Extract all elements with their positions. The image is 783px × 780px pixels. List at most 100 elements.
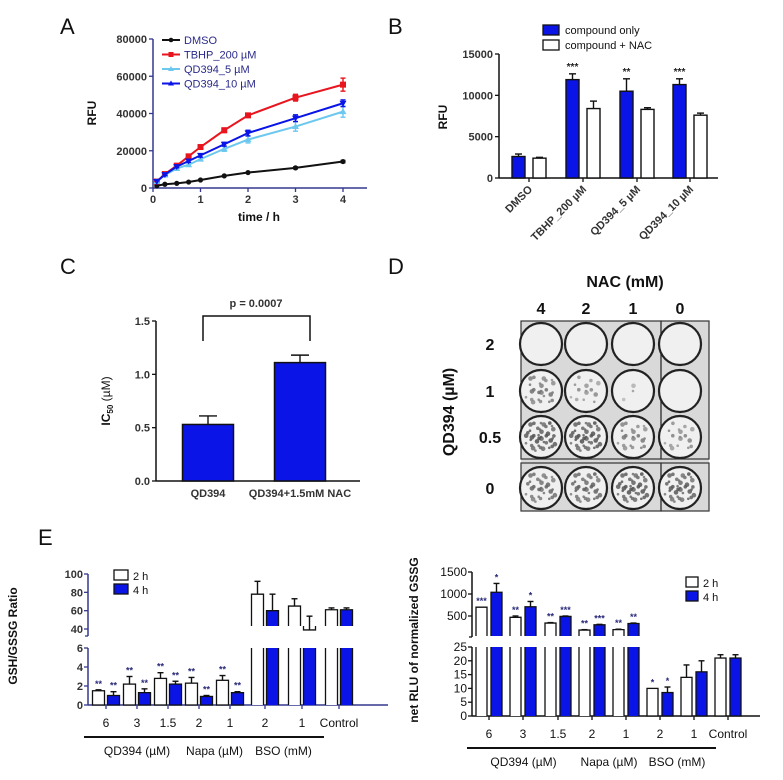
bar-upper [288, 606, 301, 626]
stain-spot [574, 438, 577, 442]
data-point-a [339, 108, 347, 115]
stain-spot [529, 438, 532, 442]
stain-spot [631, 389, 635, 393]
stain-spot [644, 492, 650, 498]
stain-spot [667, 429, 671, 433]
stain-spot [569, 395, 573, 399]
bar-upper [628, 623, 639, 636]
x-tick-label-b: QD394_10 µM [637, 184, 696, 243]
stain-spot [550, 475, 554, 479]
legend-label: 2 h [133, 571, 148, 583]
stain-spot [677, 428, 681, 431]
stain-spot [676, 484, 679, 488]
x-tick-label-c: QD394 [191, 488, 227, 500]
stain-spot [596, 437, 599, 440]
bar-lower [560, 647, 571, 716]
bar-upper-outline [287, 605, 302, 626]
x-tick-label: 1 [691, 727, 698, 741]
legend-label-a: DMSO [184, 35, 217, 47]
x-tick-label-a: 0 [150, 194, 156, 206]
x-tick-label: 1.5 [550, 727, 567, 741]
stain-spot [597, 441, 603, 447]
significance-marker: ** [141, 678, 149, 688]
stain-spot [539, 421, 543, 425]
bar-upper [266, 610, 279, 626]
bar-upper-outline [593, 624, 606, 636]
significance-marker: ** [157, 662, 165, 672]
stain-spot [582, 433, 585, 437]
stain-spot [582, 487, 586, 492]
bar-upper-outline [339, 609, 354, 626]
stain-spot [551, 488, 554, 491]
stain-spot [616, 441, 620, 445]
stain-spot [548, 421, 552, 425]
stain-spot [579, 500, 582, 503]
data-point-a [221, 127, 228, 134]
stain-spot [690, 477, 695, 483]
stain-spot [552, 492, 558, 498]
stain-spot [575, 496, 581, 502]
data-point-a [197, 152, 204, 159]
stain-spot [538, 399, 543, 404]
stain-spot [633, 473, 639, 478]
bar [230, 692, 245, 706]
significance-bracket-c [202, 315, 311, 341]
stain-spot [534, 500, 537, 503]
stain-spot [568, 433, 574, 439]
stain-spot [575, 445, 581, 451]
bar-upper-outline [578, 629, 591, 636]
significance-marker: * [529, 590, 533, 600]
stain-spot [690, 426, 695, 432]
stain-spot [577, 472, 581, 477]
y-tick-label-lower: 4 [77, 662, 84, 674]
stain-spot [663, 441, 667, 445]
stain-spot [582, 398, 585, 402]
x-tick-label: 1 [299, 716, 306, 730]
y-tick-label-lower: 20 [454, 654, 468, 668]
stain-spot [551, 426, 556, 432]
y-tick-label-lower: 5 [460, 695, 467, 709]
chart-a-line: 0 20000 40000 60000 80000 0 1 2 3 4 time / h RFU DMS… [85, 34, 367, 224]
stain-spot [524, 395, 528, 399]
bar-upper-outline [559, 615, 572, 636]
data-point-a [340, 158, 346, 165]
bar [695, 671, 708, 717]
y-axis-label-b: RFU [436, 105, 450, 130]
bar-upper-outline [265, 610, 280, 626]
stain-spot [542, 491, 546, 495]
y-tick-label-c: 1.5 [135, 316, 150, 328]
stain-spot [640, 497, 643, 501]
stain-spot [542, 394, 546, 398]
bar [729, 657, 742, 717]
significance-marker: ** [630, 612, 638, 622]
stain-spot [690, 488, 693, 491]
well [563, 321, 609, 367]
bar [91, 690, 106, 706]
bar-lower [545, 647, 556, 716]
data-point-a [197, 177, 204, 183]
row-label-d: 0 [486, 481, 495, 498]
stain-spot [636, 434, 641, 438]
stain-spot [687, 446, 690, 450]
stain-spot [528, 429, 532, 433]
stain-spot [683, 424, 687, 429]
y-tick-label-lower: 15 [454, 668, 468, 682]
legend-label-a: TBHP_200 µM [184, 50, 256, 62]
stain-spot [586, 473, 592, 478]
y-tick-label-a: 80000 [116, 34, 147, 46]
bar-upper-outline [324, 609, 339, 626]
stain-spot [676, 487, 680, 492]
stain-spot [551, 391, 554, 394]
significance-marker: * [666, 676, 670, 686]
bar-lower [594, 647, 605, 716]
legend-marker-a [168, 80, 174, 86]
x-tick-label-b: QD394_5 µM [588, 184, 643, 239]
stain-spot [585, 497, 591, 503]
stain-spot [631, 472, 635, 476]
significance-marker: ** [219, 665, 227, 675]
x-tick-label: 3 [134, 716, 141, 730]
stain-spot [581, 477, 585, 482]
stain-spot [550, 398, 554, 403]
significance-marker: ** [547, 612, 555, 622]
